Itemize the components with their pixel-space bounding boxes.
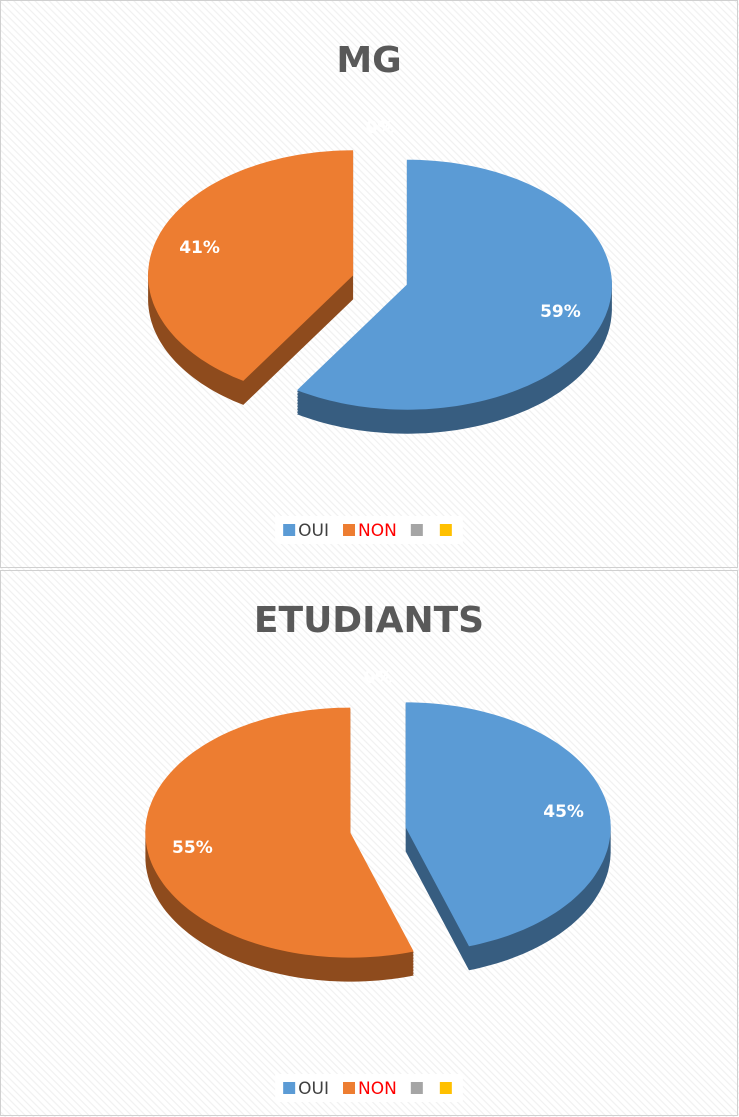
pie-slice	[148, 150, 354, 381]
legend-swatch	[439, 524, 452, 536]
legend-swatch	[283, 524, 296, 536]
pie-slice	[405, 702, 611, 947]
legend-label: OUI	[298, 1079, 329, 1099]
legend: OUI NON	[275, 516, 463, 544]
legend-background	[275, 1074, 463, 1102]
chart-title: ETUDIANTS	[254, 600, 484, 641]
legend: OUI NON	[275, 1074, 463, 1102]
pie-slice	[297, 159, 612, 410]
data-label: 0%	[366, 118, 395, 138]
data-label: 59%	[540, 302, 581, 322]
legend-background	[275, 516, 463, 544]
legend-swatch	[410, 1082, 423, 1094]
data-label: 45%	[543, 802, 584, 822]
data-label: 41%	[179, 238, 220, 258]
legend-swatch	[410, 524, 423, 536]
legend-swatch	[439, 1082, 452, 1094]
legend-label: NON	[358, 521, 397, 541]
legend-label: OUI	[298, 521, 329, 541]
chart-border	[0, 0, 738, 568]
legend-swatch	[343, 1082, 356, 1094]
data-label: 0%	[364, 668, 393, 688]
data-label: 55%	[172, 838, 213, 858]
legend-label: NON	[358, 1079, 397, 1099]
chart-title: MG	[336, 40, 401, 81]
data-label: 0%	[364, 668, 393, 688]
chart-border	[0, 570, 738, 1116]
legend-swatch	[343, 524, 356, 536]
data-label: 0%	[366, 118, 395, 138]
pie-slice	[145, 707, 414, 958]
legend-swatch	[283, 1082, 296, 1094]
